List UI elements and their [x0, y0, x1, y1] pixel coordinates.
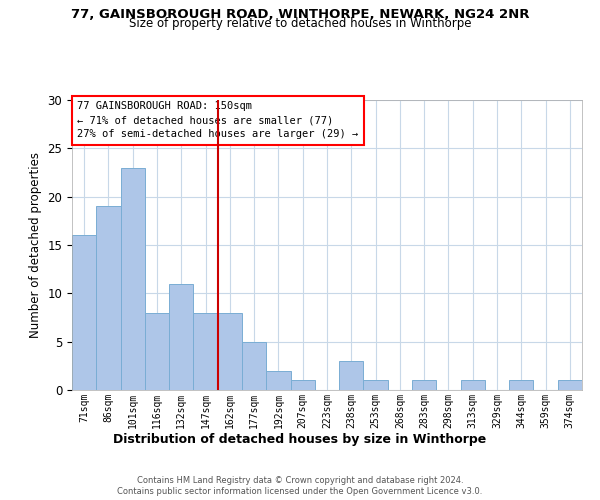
Bar — [121, 168, 145, 390]
Text: 77 GAINSBOROUGH ROAD: 150sqm
← 71% of detached houses are smaller (77)
27% of se: 77 GAINSBOROUGH ROAD: 150sqm ← 71% of de… — [77, 102, 358, 140]
Bar — [145, 312, 169, 390]
Bar — [558, 380, 582, 390]
Bar — [364, 380, 388, 390]
Text: Size of property relative to detached houses in Winthorpe: Size of property relative to detached ho… — [129, 18, 471, 30]
Bar — [266, 370, 290, 390]
Bar — [96, 206, 121, 390]
Bar — [218, 312, 242, 390]
Text: 77, GAINSBOROUGH ROAD, WINTHORPE, NEWARK, NG24 2NR: 77, GAINSBOROUGH ROAD, WINTHORPE, NEWARK… — [71, 8, 529, 20]
Bar — [290, 380, 315, 390]
Y-axis label: Number of detached properties: Number of detached properties — [29, 152, 42, 338]
Bar — [193, 312, 218, 390]
Bar — [339, 361, 364, 390]
Text: Distribution of detached houses by size in Winthorpe: Distribution of detached houses by size … — [113, 432, 487, 446]
Bar — [242, 342, 266, 390]
Bar — [72, 236, 96, 390]
Bar — [412, 380, 436, 390]
Text: Contains HM Land Registry data © Crown copyright and database right 2024.: Contains HM Land Registry data © Crown c… — [137, 476, 463, 485]
Bar — [461, 380, 485, 390]
Bar — [169, 284, 193, 390]
Bar — [509, 380, 533, 390]
Text: Contains public sector information licensed under the Open Government Licence v3: Contains public sector information licen… — [118, 488, 482, 496]
